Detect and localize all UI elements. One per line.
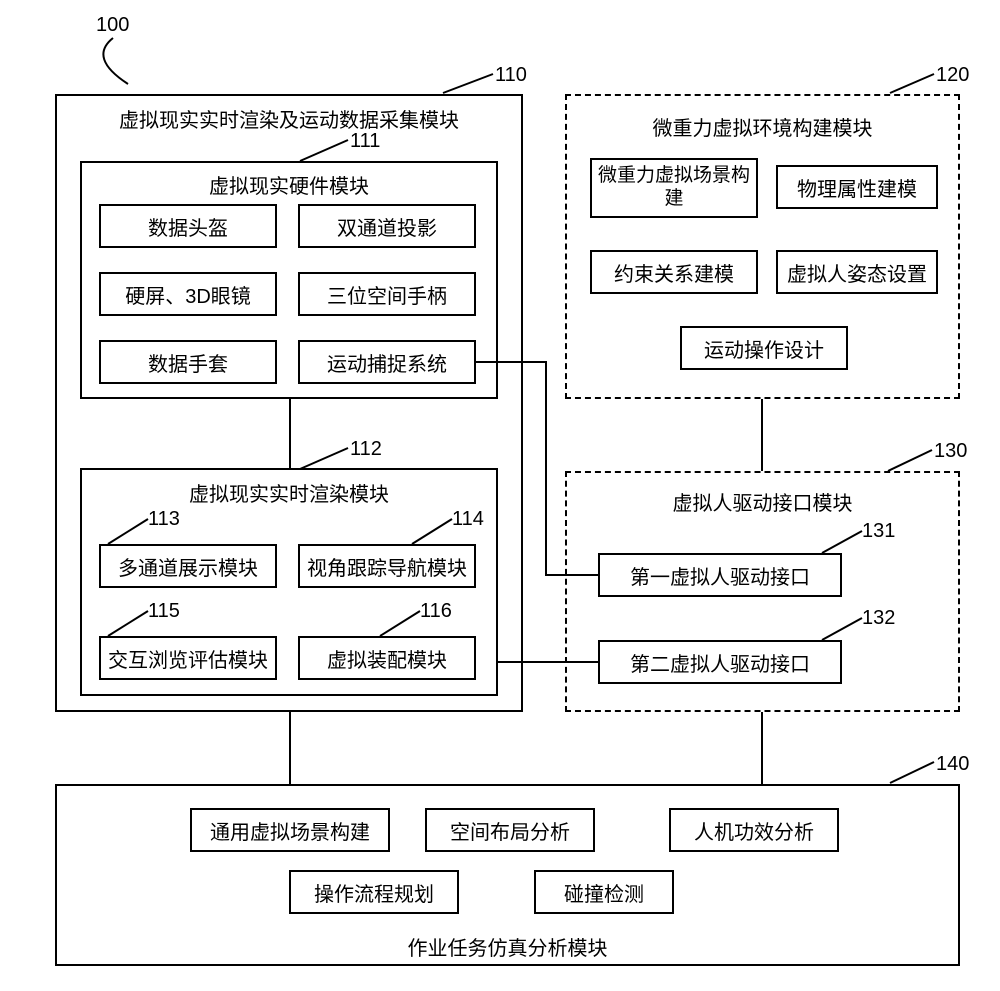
- cell-data-gloves: 数据手套: [99, 340, 277, 384]
- cell-proc-plan: 操作流程规划: [289, 870, 459, 914]
- title-110: 虚拟现实实时渲染及运动数据采集模块: [80, 104, 498, 133]
- cell-motion-op: 运动操作设计: [680, 326, 848, 370]
- cell-hard-screen-3d: 硬屏、3D眼镜: [99, 272, 277, 316]
- cell-scene-build: 微重力虚拟场景构建: [590, 158, 758, 218]
- ref-115: 115: [148, 600, 180, 623]
- ref-132: 132: [862, 607, 895, 630]
- cell-data-helmet: 数据头盔: [99, 204, 277, 248]
- cell-avatar-pose: 虚拟人姿态设置: [776, 250, 938, 294]
- figure-canvas: 100 虚拟现实实时渲染及运动数据采集模块 110 虚拟现实硬件模块 111 数…: [0, 0, 1000, 991]
- cell-multi-channel: 多通道展示模块: [99, 544, 277, 588]
- conn-120-130: [760, 399, 764, 471]
- conn-110-140: [288, 712, 292, 784]
- title-111: 虚拟现实硬件模块: [80, 170, 498, 199]
- title-120: 微重力虚拟环境构建模块: [565, 112, 960, 141]
- cell-ergonomics: 人机功效分析: [669, 808, 839, 852]
- ref-100: 100: [96, 14, 129, 37]
- cell-spatial-layout: 空间布局分析: [425, 808, 595, 852]
- cell-collision: 碰撞检测: [534, 870, 674, 914]
- cell-view-tracking: 视角跟踪导航模块: [298, 544, 476, 588]
- title-130: 虚拟人驱动接口模块: [565, 487, 960, 516]
- cell-motion-capture: 运动捕捉系统: [298, 340, 476, 384]
- ref-140: 140: [936, 753, 969, 776]
- ref-130: 130: [934, 440, 967, 463]
- cell-virtual-assembly: 虚拟装配模块: [298, 636, 476, 680]
- conn-130-140: [760, 712, 764, 784]
- lead-100: [80, 30, 140, 90]
- ref-114: 114: [452, 508, 484, 531]
- cell-interaction-eval: 交互浏览评估模块: [99, 636, 277, 680]
- cell-constraint: 约束关系建模: [590, 250, 758, 294]
- ref-112: 112: [350, 438, 382, 461]
- ref-110: 110: [495, 64, 527, 87]
- cell-phys-attr: 物理属性建模: [776, 165, 938, 209]
- cell-dual-projection: 双通道投影: [298, 204, 476, 248]
- ref-113: 113: [148, 508, 180, 531]
- title-140: 作业任务仿真分析模块: [55, 932, 960, 961]
- cell-driver-second: 第二虚拟人驱动接口: [598, 640, 842, 684]
- cell-driver-first: 第一虚拟人驱动接口: [598, 553, 842, 597]
- cell-generic-scene: 通用虚拟场景构建: [190, 808, 390, 852]
- cell-spatial-handle: 三位空间手柄: [298, 272, 476, 316]
- ref-116: 116: [420, 600, 452, 623]
- title-112: 虚拟现实实时渲染模块: [80, 478, 498, 507]
- ref-111: 111: [350, 130, 380, 153]
- ref-131: 131: [862, 520, 895, 543]
- ref-120: 120: [936, 64, 969, 87]
